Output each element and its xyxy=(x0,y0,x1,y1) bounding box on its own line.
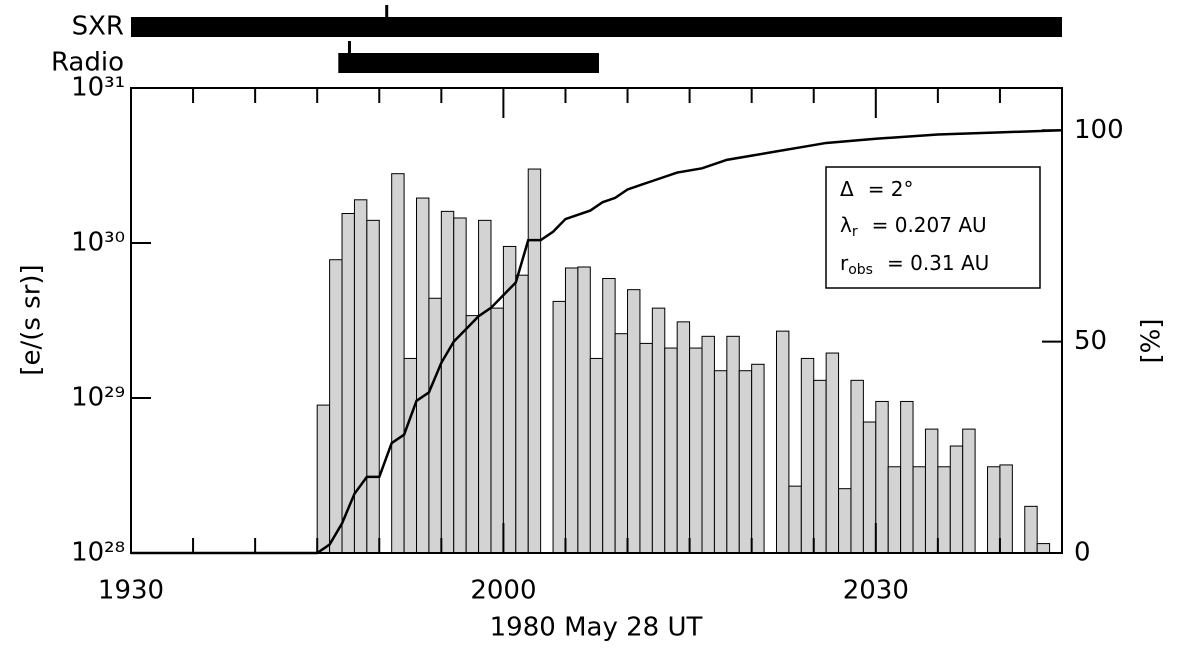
bar xyxy=(949,445,964,554)
bar xyxy=(701,335,715,554)
bar xyxy=(353,199,368,554)
bar xyxy=(478,219,492,554)
bar xyxy=(838,488,852,554)
bar xyxy=(527,168,542,554)
x-tick-label: 2030 xyxy=(843,576,909,606)
annotation-text: = 0.31 AU xyxy=(887,251,989,275)
x-tick-label: 2000 xyxy=(470,576,536,606)
bar xyxy=(428,297,442,554)
bar xyxy=(341,212,355,554)
bar xyxy=(999,464,1013,554)
bar xyxy=(416,197,430,554)
bar xyxy=(1024,505,1038,554)
bar xyxy=(440,210,455,554)
y2-tick-label: 0 xyxy=(1074,538,1091,568)
bar xyxy=(403,357,418,554)
bar xyxy=(962,428,976,554)
bar xyxy=(552,300,566,554)
bar xyxy=(589,357,604,554)
annotation-symbol: r xyxy=(840,251,849,275)
bar xyxy=(850,379,864,554)
bar xyxy=(366,219,380,554)
bar xyxy=(875,400,889,554)
y2-tick-label: 100 xyxy=(1074,115,1124,145)
y-tick-label: 10³⁰ xyxy=(71,228,125,258)
bar xyxy=(887,466,902,554)
annotation-symbol: λ xyxy=(840,213,852,237)
bar xyxy=(825,352,840,554)
cumulative-line xyxy=(131,129,1063,555)
bar xyxy=(676,321,691,554)
bar xyxy=(800,357,815,554)
annotation: robs = 0.31 AU xyxy=(840,251,989,279)
interval-bar xyxy=(338,53,599,73)
plot-frame xyxy=(130,87,1063,554)
bar xyxy=(602,278,616,554)
bar xyxy=(465,315,480,554)
bar xyxy=(453,217,467,554)
bar xyxy=(651,307,666,554)
bar xyxy=(639,342,653,554)
interval-label: SXR xyxy=(72,12,124,42)
annotation-subscript: obs xyxy=(848,262,873,278)
bar xyxy=(329,259,343,554)
bar xyxy=(713,370,728,554)
bar xyxy=(1036,543,1051,554)
x-axis-label: 1980 May 28 UT xyxy=(490,613,703,643)
bar xyxy=(726,335,740,554)
bar xyxy=(515,274,529,554)
bar xyxy=(564,267,579,554)
bar xyxy=(924,428,939,554)
bar xyxy=(627,289,641,554)
annotation-subscript: r xyxy=(852,224,858,240)
y-tick-label: 10²⁹ xyxy=(71,383,125,413)
bar xyxy=(937,466,951,554)
bar xyxy=(912,466,926,554)
interval-label: Radio xyxy=(51,48,124,78)
annotation: Δ = 2° xyxy=(840,177,914,201)
x-tick-label: 1930 xyxy=(98,576,164,606)
bar xyxy=(391,173,405,554)
bar xyxy=(751,363,765,554)
bar xyxy=(862,421,877,554)
y2-axis-label: [%] xyxy=(1137,319,1167,364)
annotation: λr = 0.207 AU xyxy=(840,213,987,241)
bar xyxy=(900,400,914,554)
bar xyxy=(738,370,753,554)
y-axis-label: [e/(s sr)] xyxy=(17,264,47,375)
annotation-text: = 2° xyxy=(868,177,914,201)
y2-tick-label: 50 xyxy=(1074,326,1107,356)
bar xyxy=(775,330,790,554)
y-tick-label: 10³¹ xyxy=(71,73,125,103)
interval-bar xyxy=(131,17,1062,37)
bar xyxy=(614,333,629,554)
bar xyxy=(316,404,331,554)
bar xyxy=(813,379,827,554)
bar xyxy=(577,266,591,554)
annotation-box xyxy=(825,166,1041,289)
annotation-symbol: Δ xyxy=(840,177,854,201)
y-tick-label: 10²⁸ xyxy=(71,538,125,568)
bar xyxy=(664,347,678,554)
bar xyxy=(490,307,504,554)
bar xyxy=(788,485,802,554)
bar xyxy=(689,347,703,554)
annotation-text: = 0.207 AU xyxy=(872,213,987,237)
bar xyxy=(987,466,1001,554)
